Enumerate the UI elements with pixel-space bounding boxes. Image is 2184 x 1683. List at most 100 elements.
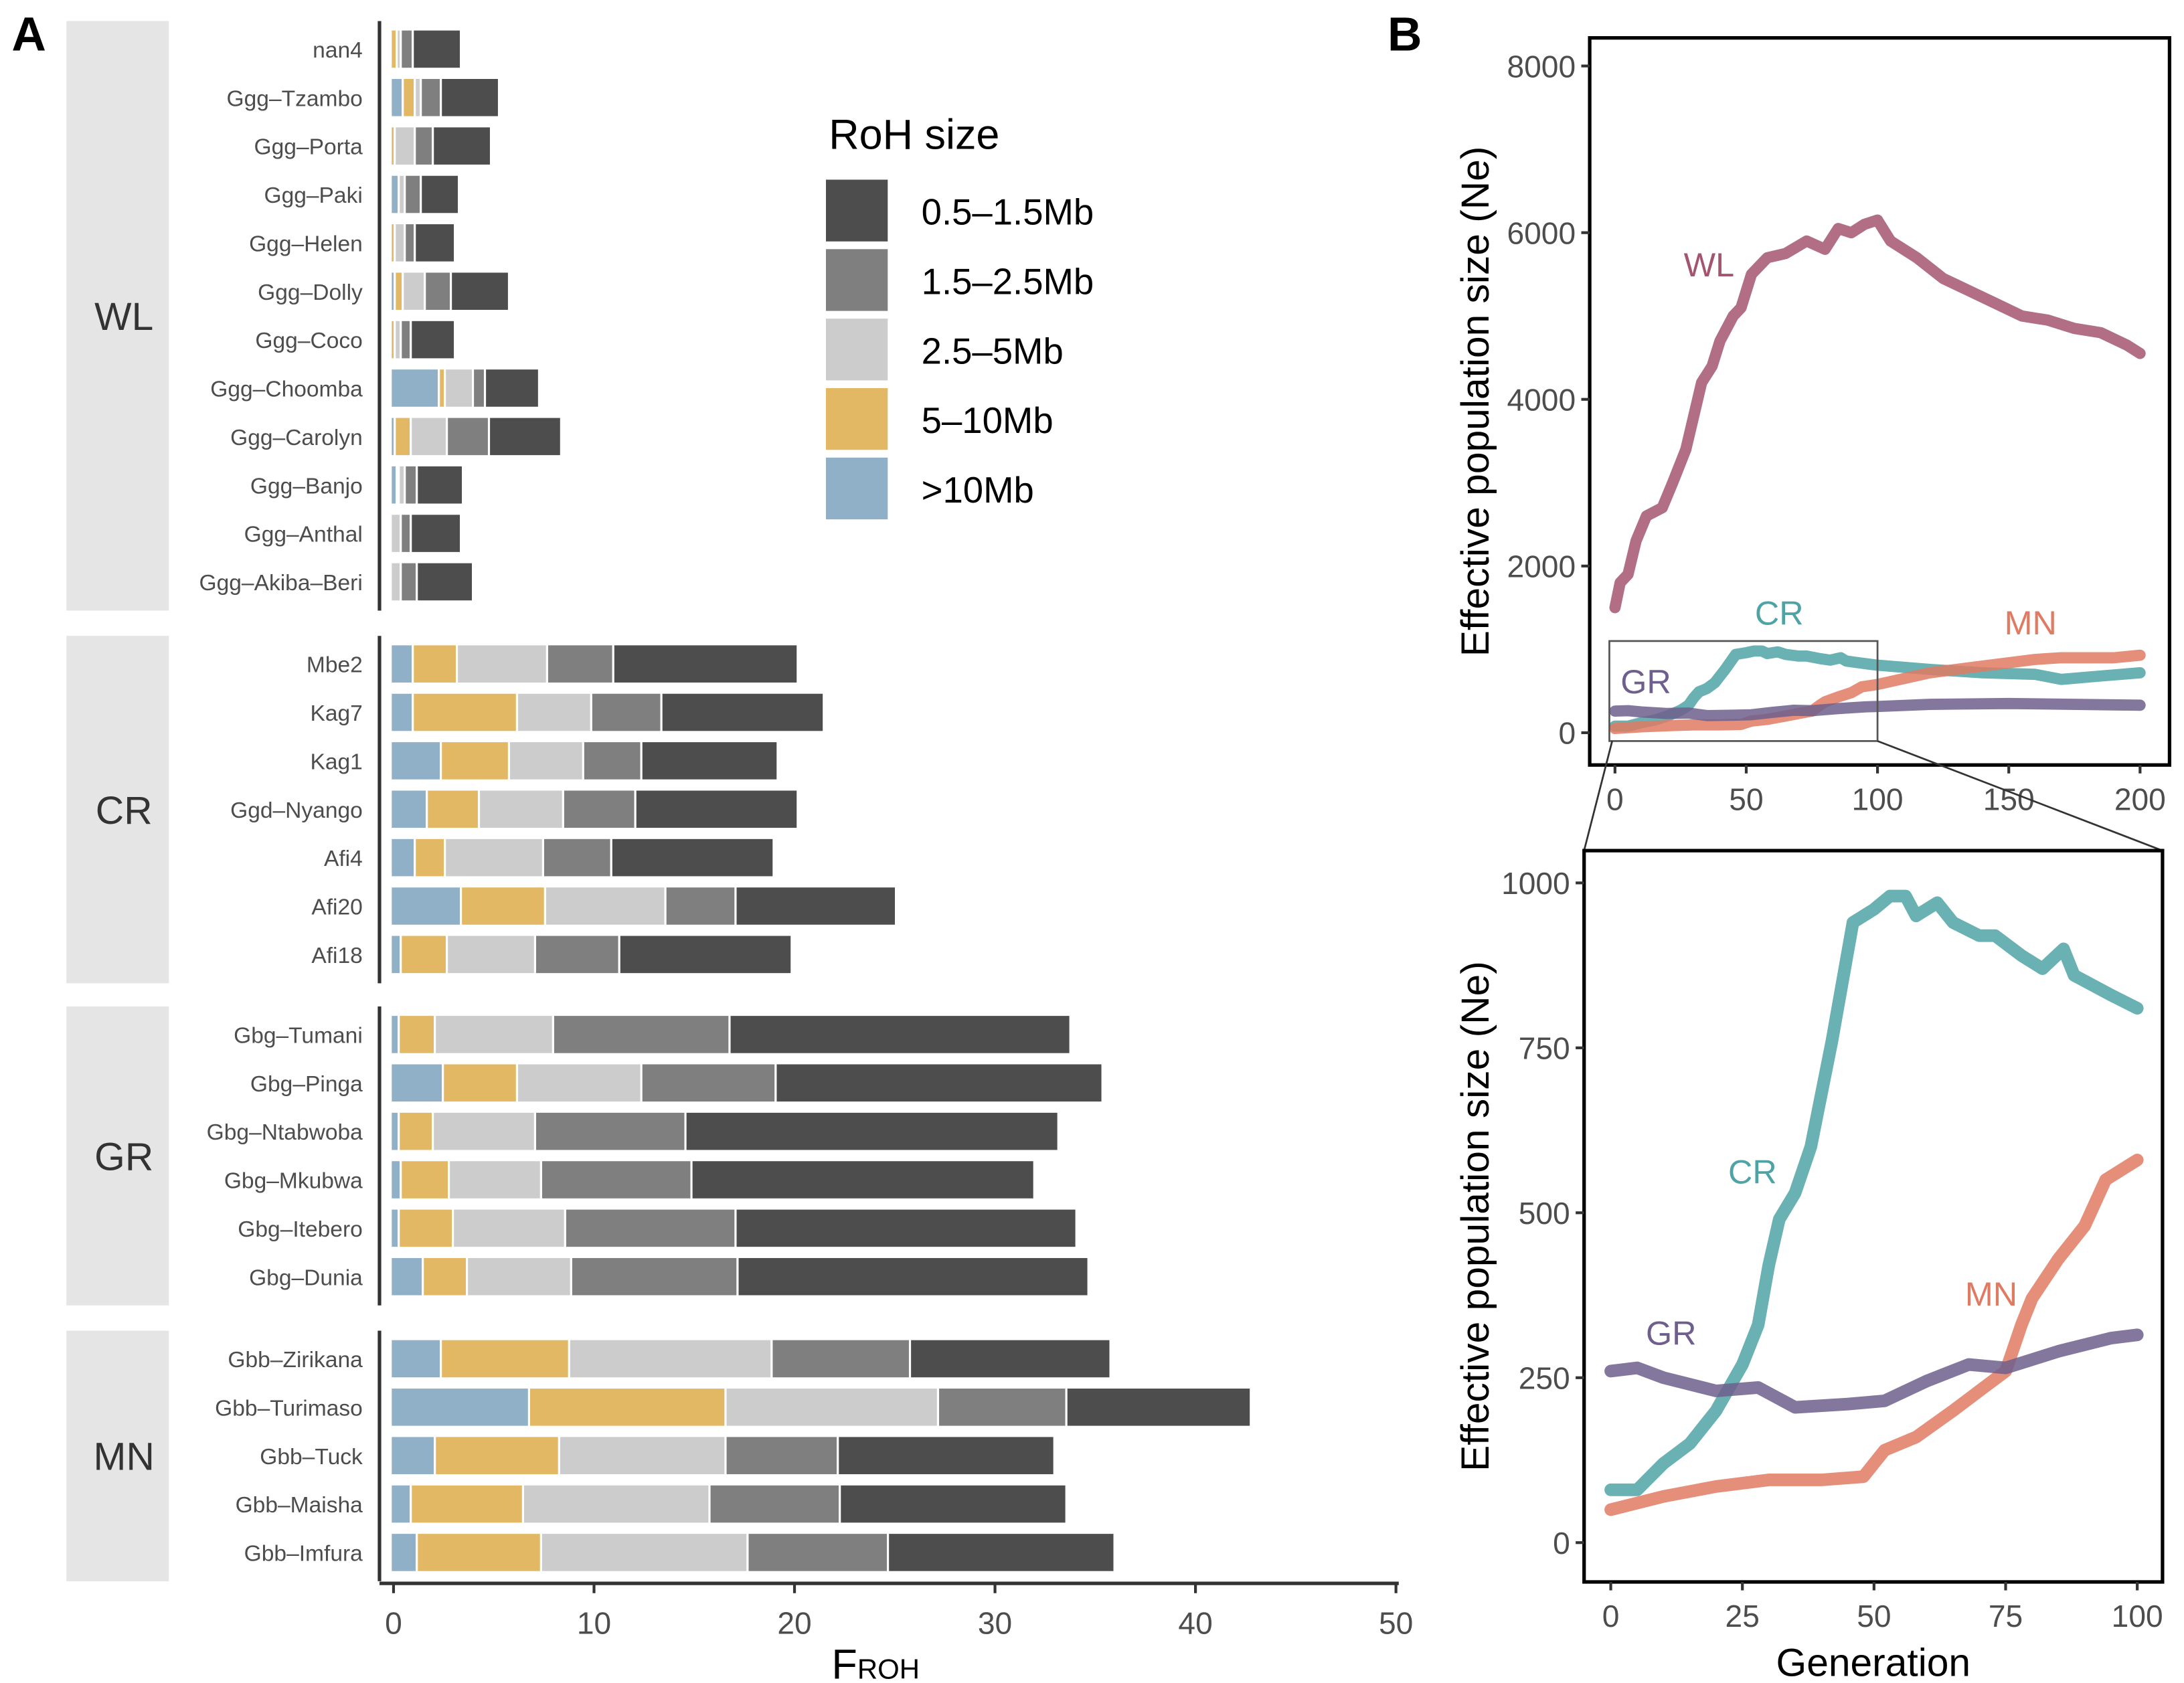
bar-segment [770,1338,912,1380]
bar-segment [394,270,404,313]
bar-segment [410,1483,525,1525]
series-label-GR: GR [1620,662,1671,701]
sample-label: Afi20 [311,895,362,920]
x-tick-label: 40 [1178,1606,1212,1641]
sample-label: Ggg–Porta [254,135,363,160]
bar-segment [728,1013,1072,1055]
bar-segment [420,173,460,215]
bar-segment [618,934,793,976]
bar-segment [452,1207,566,1249]
bar-segment [887,1531,1116,1573]
bar-segment [444,836,544,879]
x-axis-label-main: F [831,1642,857,1683]
bar-segment [416,1531,542,1573]
bar-segment [390,1483,412,1525]
ne-line-chart-100: 0 250 500 750 1000 0 25 50 75 100 Effective popula… [1454,849,2165,1683]
bar-segment [477,788,564,830]
bar-segment [558,1435,727,1477]
legend-label: 1.5–2.5Mb [922,261,1094,302]
bar-segment [390,1207,400,1249]
bar-segment [398,1013,436,1055]
bar-segment [908,1338,1112,1380]
bar-segment [545,643,614,685]
sample-label: Ggg–Carolyn [230,426,363,450]
sample-label: Ggg–Paki [264,183,362,208]
bar-segment [390,1338,442,1380]
y-tick-label: 2000 [1507,549,1576,584]
bar-segment [412,28,463,70]
bar-segment [390,1013,400,1055]
y-tick-label: 6000 [1507,215,1576,250]
bar-segment [390,885,463,927]
bar-segment [404,222,416,264]
sample-label: Gbg–Dunia [249,1265,363,1290]
bar-segment [390,1062,444,1104]
bar-segment [664,885,737,927]
bar-segment [724,1386,940,1428]
sample-label: Gbg–Tumani [234,1024,363,1049]
sample-label: Gbg–Ntabwoba [207,1120,363,1145]
sample-label: Ggg–Coco [255,329,362,353]
bar-segment [837,1435,1056,1477]
zoom-box [1608,640,1879,742]
x-tick-label: 100 [2112,1599,2163,1633]
sample-label: Gbg–Mkubwa [224,1169,363,1194]
panel-label-a: A [11,8,46,62]
bar-segment [446,416,491,458]
bar-segment [426,788,481,830]
bar-segment [416,464,465,506]
y-tick-label: 0 [1558,716,1576,751]
bar-segment [424,270,452,313]
sample-label: Gbg–Itebero [238,1217,363,1242]
legend-label: >10Mb [922,470,1034,511]
bar-segment [734,1207,1078,1249]
legend-title: RoH size [829,111,999,158]
group-label: MN [94,1435,155,1479]
bar-segment [410,416,448,458]
bar-segment [507,739,584,782]
group-label: CR [96,789,153,832]
bar-segment [690,1159,1035,1201]
bar-segment [839,1483,1068,1525]
bar-segment [414,222,456,264]
y-axis-label: Effective population size (Ne) [1454,147,1497,657]
x-axis-label: Generation [1776,1642,1971,1683]
bar-segment [394,125,416,167]
x-axis-label-subscript: ROH [857,1654,920,1683]
bar-segment [746,1531,890,1573]
bar-segment [440,739,511,782]
sample-label: Afi18 [311,944,362,968]
series-label-MN: MN [2005,604,2057,642]
y-tick-label: 250 [1519,1361,1570,1396]
bar-segment [450,270,511,313]
sample-label: Ggg–Choomba [210,377,363,402]
legend-swatch [826,249,888,311]
plot-frame [1588,36,2172,767]
sample-label: Ggg–Akiba–Beri [199,571,363,596]
bar-segment [460,885,546,927]
bar-segment [390,1110,400,1152]
bar-segment [390,934,402,976]
bar-segment [434,1013,554,1055]
series-line-WL [1609,214,2146,614]
sample-label: nan4 [313,38,363,63]
sample-label: Ggg–Anthal [244,523,363,547]
sample-label: Mbe2 [307,653,363,678]
group-label: WL [94,295,153,339]
x-tick-label: 150 [1983,782,2035,816]
bar-segment [402,76,416,118]
series-layer [1609,214,2146,735]
series-line-CR [1609,645,2146,732]
bar-segment [684,1110,1060,1152]
sample-label: Ggd–Nyango [230,798,363,823]
bar-segment [390,76,404,118]
bar-segment [774,1062,1104,1104]
bar-segment [724,1435,839,1477]
bar-segment [404,464,418,506]
bar-segment [400,1159,450,1201]
bar-segment [422,1255,469,1298]
bar-segment [570,1255,739,1298]
bar-segment [414,125,434,167]
bar-segment [456,643,548,685]
x-tick-label: 30 [978,1606,1012,1641]
